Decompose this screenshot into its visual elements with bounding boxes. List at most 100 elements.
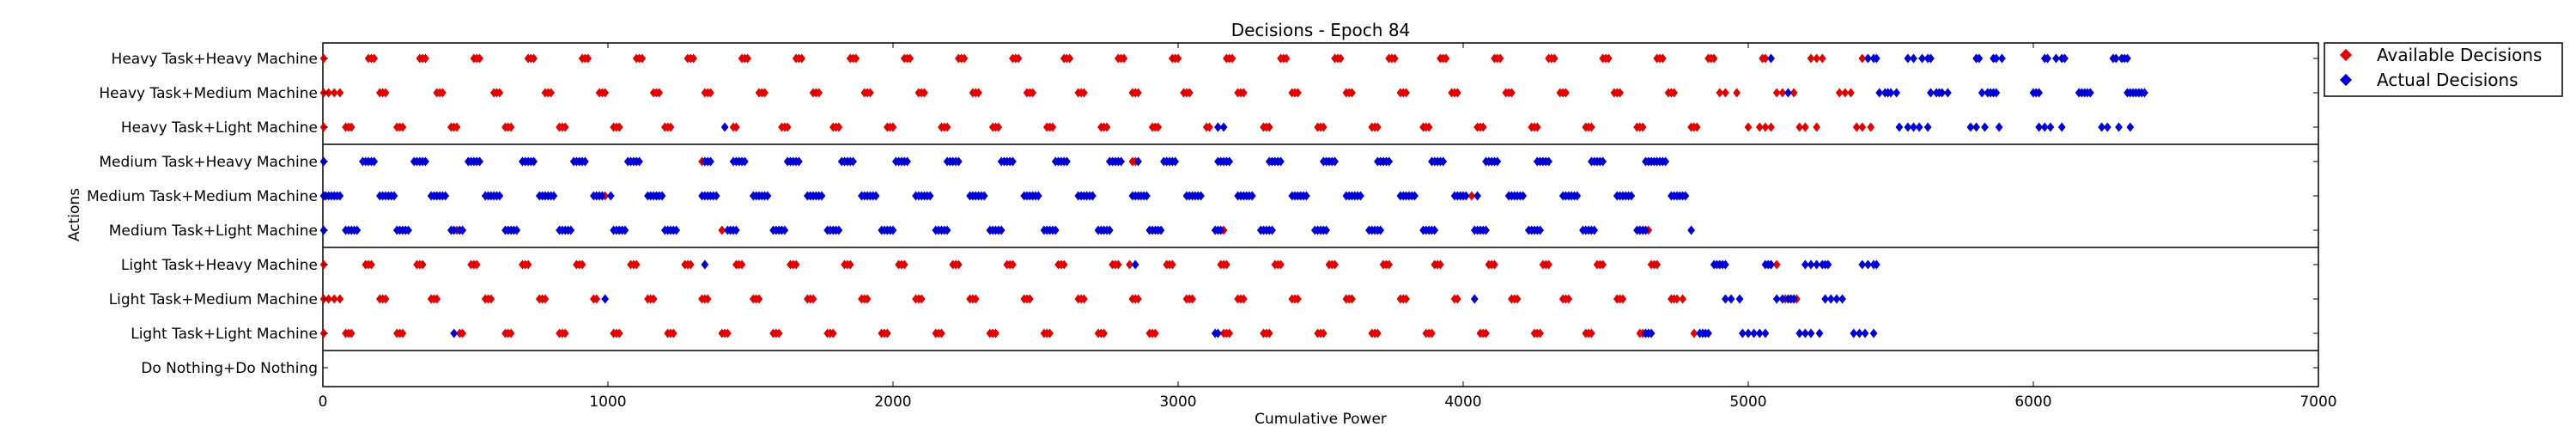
data-point <box>1470 294 1479 304</box>
data-point <box>1014 53 1023 64</box>
data-point <box>422 53 429 64</box>
data-point <box>1390 53 1399 64</box>
data-point <box>720 122 729 132</box>
data-point <box>701 259 709 270</box>
data-point <box>1852 122 1861 132</box>
x-tick-label: 1000 <box>589 393 626 411</box>
data-marks <box>319 53 2148 338</box>
y-tick-label: Heavy Task+Light Machine <box>121 119 318 137</box>
data-point <box>398 122 407 132</box>
data-point <box>1975 53 1984 64</box>
data-point <box>1735 294 1744 304</box>
data-point <box>1638 122 1647 132</box>
data-point <box>418 259 427 270</box>
data-point <box>655 88 664 98</box>
data-point <box>476 53 483 64</box>
data-point <box>1294 294 1302 304</box>
data-point <box>1143 191 1151 201</box>
x-axis: 0 1000 2000 3000 4000 5000 6000 7000 <box>319 43 2337 411</box>
data-point <box>1100 328 1109 338</box>
x-tick-label: 6000 <box>2014 393 2051 411</box>
data-point <box>1217 225 1225 235</box>
data-point <box>1268 225 1276 235</box>
data-point <box>1778 294 1787 304</box>
data-point <box>1801 122 1809 132</box>
x-tick-label: 5000 <box>1729 393 1766 411</box>
data-point <box>707 88 714 98</box>
data-point <box>883 328 891 338</box>
data-point <box>1185 88 1194 98</box>
data-point <box>530 156 538 167</box>
data-point <box>1239 294 1248 304</box>
data-point <box>1886 88 1895 98</box>
data-point <box>368 259 375 270</box>
data-point <box>732 225 740 235</box>
data-point <box>1795 122 1804 132</box>
data-point <box>1239 88 1248 98</box>
data-point <box>1348 294 1356 304</box>
data-point <box>1277 259 1285 270</box>
data-point <box>1864 259 1872 270</box>
chart-title: Decisions - Epoch 84 <box>1231 20 1411 40</box>
data-point <box>1616 88 1624 98</box>
data-point <box>1653 259 1662 270</box>
data-point <box>638 53 647 64</box>
data-point <box>495 88 504 98</box>
data-point <box>1893 88 1901 98</box>
data-point <box>1437 259 1444 270</box>
data-point <box>1402 294 1410 304</box>
data-point <box>740 156 749 167</box>
data-point <box>994 122 1003 132</box>
y-tick-label: Heavy Task+Medium Machine <box>99 85 318 102</box>
data-point <box>1687 225 1695 235</box>
data-point <box>649 294 658 304</box>
x-tick-label: 0 <box>319 393 328 411</box>
data-point <box>1789 88 1798 98</box>
data-point <box>971 294 980 304</box>
data-point <box>792 259 800 270</box>
data-point <box>1772 259 1781 270</box>
data-point <box>917 294 926 304</box>
data-point <box>1750 328 1759 338</box>
data-point <box>1120 53 1128 64</box>
data-point <box>724 328 732 338</box>
data-point <box>903 156 911 167</box>
data-point <box>1873 259 1880 270</box>
data-point <box>561 122 569 132</box>
data-point <box>1761 328 1770 338</box>
data-point <box>1151 328 1159 338</box>
data-point <box>763 191 772 201</box>
series-actual-decisions <box>319 53 2148 338</box>
data-point <box>1856 328 1863 338</box>
data-point <box>1861 328 1869 338</box>
data-point <box>606 191 615 201</box>
data-point <box>336 191 344 201</box>
data-point <box>1467 191 1476 201</box>
data-point <box>690 53 697 64</box>
data-point <box>1588 122 1595 132</box>
data-point <box>601 88 610 98</box>
data-point <box>1374 328 1382 338</box>
legend-label-available: Available Decisions <box>2377 45 2542 65</box>
data-point <box>1009 156 1017 167</box>
data-point <box>1647 328 1656 338</box>
data-point <box>906 53 914 64</box>
data-point <box>487 294 495 304</box>
y-tick-label: Do Nothing+Do Nothing <box>141 360 318 377</box>
data-point <box>1331 156 1339 167</box>
data-point <box>1080 294 1088 304</box>
data-point <box>550 191 558 201</box>
data-point <box>2111 53 2120 64</box>
x-tick-label: 7000 <box>2300 393 2336 411</box>
data-point <box>1214 122 1222 132</box>
data-point <box>1131 259 1139 270</box>
data-point <box>1034 191 1042 201</box>
data-point <box>1867 122 1875 132</box>
data-point <box>1171 156 1180 167</box>
y-axis: Heavy Task+Heavy Machine Heavy Task+Mediu… <box>87 51 2318 377</box>
data-point <box>561 328 569 338</box>
data-point <box>2057 122 2066 132</box>
data-point <box>1265 328 1273 338</box>
data-point <box>1813 259 1821 270</box>
data-point <box>1619 294 1627 304</box>
